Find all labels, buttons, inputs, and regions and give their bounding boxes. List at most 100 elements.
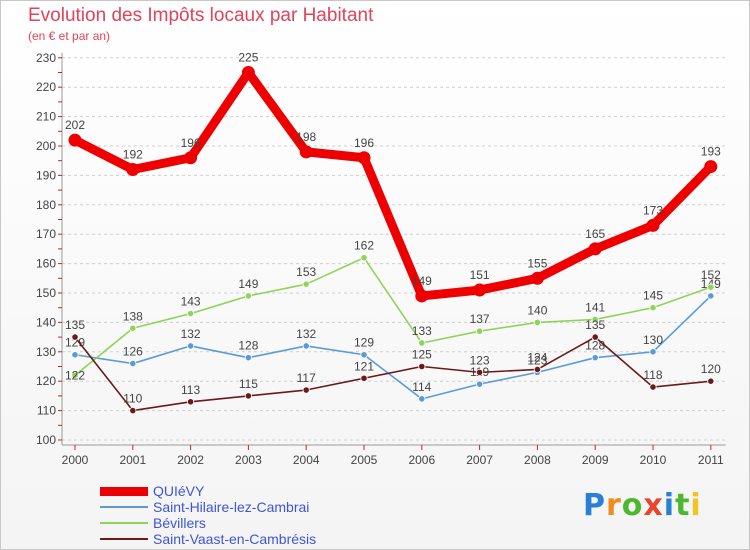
- data-label-saint-hilaire-lez-cambrai: 114: [412, 380, 431, 394]
- data-label-saint-vaast-en-cambr-sis: 118: [643, 368, 662, 382]
- legend-item: Saint-Vaast-en-Cambrésis: [100, 531, 316, 547]
- data-label-saint-vaast-en-cambr-sis: 110: [123, 392, 142, 406]
- data-label-saint-hilaire-lez-cambrai: 132: [181, 327, 201, 341]
- legend-item: QUIéVY: [100, 483, 316, 499]
- data-point-saint-vaast-en-cambr-sis: [302, 386, 310, 394]
- data-point-saint-hilaire-lez-cambrai: [187, 342, 195, 350]
- data-label-qui-vy: 165: [585, 227, 605, 241]
- legend-swatch: [100, 522, 148, 524]
- x-tick-label: 2002: [177, 453, 204, 467]
- data-point-saint-vaast-en-cambr-sis: [360, 374, 368, 382]
- data-point-saint-vaast-en-cambr-sis: [533, 365, 542, 374]
- series-line-b-villers: [74, 256, 712, 377]
- y-tick-label: 180: [36, 198, 56, 212]
- data-label-qui-vy: 173: [643, 203, 663, 217]
- y-tick-label: 200: [36, 139, 56, 153]
- data-label-saint-vaast-en-cambr-sis: 120: [701, 362, 721, 376]
- data-point-saint-vaast-en-cambr-sis: [591, 333, 599, 341]
- x-tick-label: 2006: [408, 453, 435, 467]
- data-label-saint-vaast-en-cambr-sis: 115: [239, 377, 258, 391]
- x-tick-label: 2011: [698, 453, 724, 467]
- logo-letter: x: [643, 488, 664, 523]
- data-label-b-villers: 122: [65, 368, 85, 382]
- data-point-saint-hilaire-lez-cambrai: [707, 292, 715, 300]
- chart-title: Evolution des Impôts locaux par Habitant: [28, 5, 374, 26]
- data-label-qui-vy: 198: [296, 130, 316, 144]
- data-point-b-villers: [360, 254, 368, 262]
- data-label-b-villers: 133: [412, 324, 432, 338]
- proxiti-logo: Proxiti: [583, 488, 702, 523]
- y-tick-label: 190: [36, 168, 56, 182]
- data-point-b-villers: [533, 318, 542, 326]
- y-tick-label: 170: [36, 227, 56, 241]
- x-tick-label: 2009: [582, 453, 609, 467]
- data-point-saint-vaast-en-cambr-sis: [649, 383, 657, 391]
- y-tick-label: 110: [37, 404, 56, 418]
- data-label-saint-vaast-en-cambr-sis: 135: [65, 318, 85, 332]
- series-line-qui-vy: [70, 68, 716, 301]
- data-point-saint-hilaire-lez-cambrai: [244, 354, 252, 362]
- y-tick-label: 150: [36, 286, 56, 300]
- data-point-qui-vy: [299, 145, 313, 159]
- data-label-saint-vaast-en-cambr-sis: 124: [527, 350, 547, 364]
- data-point-saint-hilaire-lez-cambrai: [649, 348, 657, 356]
- legend-label: Saint-Hilaire-lez-Cambrai: [153, 499, 310, 515]
- data-point-qui-vy: [184, 151, 198, 165]
- data-label-b-villers: 137: [470, 312, 490, 326]
- x-tick-label: 2000: [62, 453, 89, 467]
- data-label-saint-hilaire-lez-cambrai: 132: [296, 327, 316, 341]
- data-label-saint-hilaire-lez-cambrai: 126: [123, 345, 143, 359]
- data-label-b-villers: 140: [527, 303, 547, 317]
- x-tick-label: 2004: [293, 453, 320, 467]
- data-point-b-villers: [244, 292, 252, 300]
- legend-swatch: [100, 486, 148, 496]
- data-point-qui-vy: [126, 163, 140, 177]
- y-tick-label: 120: [36, 374, 56, 388]
- data-label-b-villers: 149: [238, 277, 258, 291]
- data-label-saint-hilaire-lez-cambrai: 129: [65, 336, 85, 350]
- data-point-saint-hilaire-lez-cambrai: [302, 342, 310, 350]
- data-label-qui-vy: 193: [701, 145, 721, 159]
- data-label-qui-vy: 202: [65, 118, 85, 132]
- data-label-b-villers: 145: [643, 289, 663, 303]
- data-point-qui-vy: [704, 160, 718, 174]
- data-label-saint-vaast-en-cambr-sis: 123: [470, 353, 490, 367]
- chart-subtitle: (en € et par an): [28, 29, 111, 43]
- data-label-saint-vaast-en-cambr-sis: 121: [354, 359, 374, 373]
- logo-letter: r: [606, 488, 622, 523]
- data-point-b-villers: [475, 327, 484, 335]
- legend-label: QUIéVY: [153, 483, 205, 499]
- chart-legend: QUIéVY Saint-Hilaire-lez-Cambrai Bévillers…: [100, 483, 316, 547]
- logo-letter: P: [583, 488, 606, 523]
- data-label-b-villers: 143: [181, 295, 201, 309]
- data-label-saint-hilaire-lez-cambrai: 123: [527, 353, 547, 367]
- y-tick-label: 210: [36, 110, 56, 124]
- data-label-qui-vy: 149: [412, 274, 432, 288]
- data-point-saint-vaast-en-cambr-sis: [71, 333, 79, 341]
- legend-item: Bévillers: [100, 515, 316, 531]
- series-line-saint-hilaire-lez-cambrai: [74, 295, 712, 400]
- data-point-saint-vaast-en-cambr-sis: [418, 362, 426, 371]
- data-point-saint-vaast-en-cambr-sis: [187, 398, 195, 406]
- data-point-saint-hilaire-lez-cambrai: [591, 354, 599, 362]
- data-label-qui-vy: 225: [238, 51, 258, 65]
- data-point-saint-vaast-en-cambr-sis: [475, 368, 484, 376]
- data-label-b-villers: 152: [701, 268, 721, 282]
- data-point-saint-hilaire-lez-cambrai: [475, 380, 484, 388]
- x-tick-label: 2010: [640, 453, 667, 467]
- y-tick-label: 130: [36, 345, 56, 359]
- data-point-saint-hilaire-lez-cambrai: [129, 359, 137, 368]
- logo-letter: o: [621, 488, 644, 523]
- data-point-b-villers: [707, 283, 715, 291]
- data-point-saint-vaast-en-cambr-sis: [129, 406, 137, 415]
- data-point-saint-vaast-en-cambr-sis: [707, 377, 715, 385]
- data-label-qui-vy: 196: [354, 136, 374, 150]
- data-label-b-villers: 153: [296, 265, 316, 279]
- data-point-b-villers: [418, 339, 426, 347]
- data-point-b-villers: [129, 324, 137, 332]
- data-label-b-villers: 138: [123, 309, 143, 323]
- logo-letter: i: [663, 488, 676, 523]
- data-point-b-villers: [302, 280, 310, 288]
- legend-label: Saint-Vaast-en-Cambrésis: [153, 531, 317, 547]
